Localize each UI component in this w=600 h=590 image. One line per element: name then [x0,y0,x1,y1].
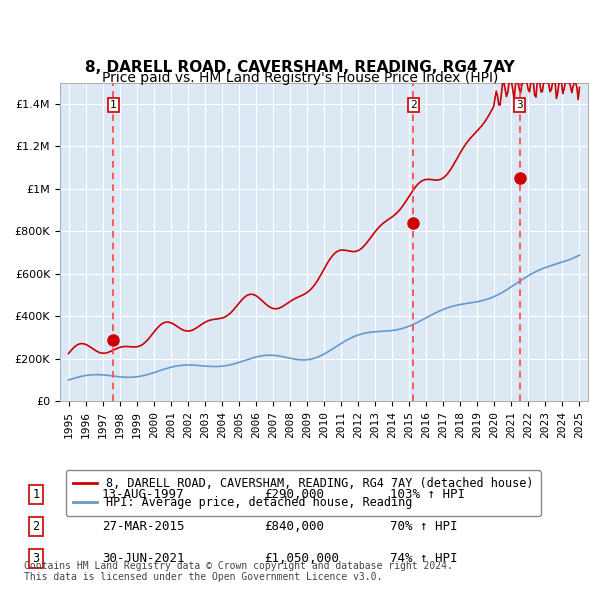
Text: 30-JUN-2021: 30-JUN-2021 [102,552,185,565]
Text: 3: 3 [32,552,40,565]
Text: 103% ↑ HPI: 103% ↑ HPI [390,488,465,501]
Text: 27-MAR-2015: 27-MAR-2015 [102,520,185,533]
Text: £1,050,000: £1,050,000 [264,552,339,565]
Text: Price paid vs. HM Land Registry's House Price Index (HPI): Price paid vs. HM Land Registry's House … [102,71,498,85]
Legend: 8, DARELL ROAD, CAVERSHAM, READING, RG4 7AY (detached house), HPI: Average price: 8, DARELL ROAD, CAVERSHAM, READING, RG4 … [66,470,541,516]
Text: Contains HM Land Registry data © Crown copyright and database right 2024.
This d: Contains HM Land Registry data © Crown c… [24,560,453,582]
Text: 2: 2 [410,100,416,110]
Text: 1: 1 [110,100,116,110]
Text: 13-AUG-1997: 13-AUG-1997 [102,488,185,501]
Text: 2: 2 [32,520,40,533]
Text: £840,000: £840,000 [264,520,324,533]
Text: 3: 3 [517,100,523,110]
Text: £290,000: £290,000 [264,488,324,501]
Text: 1: 1 [32,488,40,501]
Text: 74% ↑ HPI: 74% ↑ HPI [390,552,458,565]
Text: 70% ↑ HPI: 70% ↑ HPI [390,520,458,533]
Text: 8, DARELL ROAD, CAVERSHAM, READING, RG4 7AY: 8, DARELL ROAD, CAVERSHAM, READING, RG4 … [85,60,515,76]
